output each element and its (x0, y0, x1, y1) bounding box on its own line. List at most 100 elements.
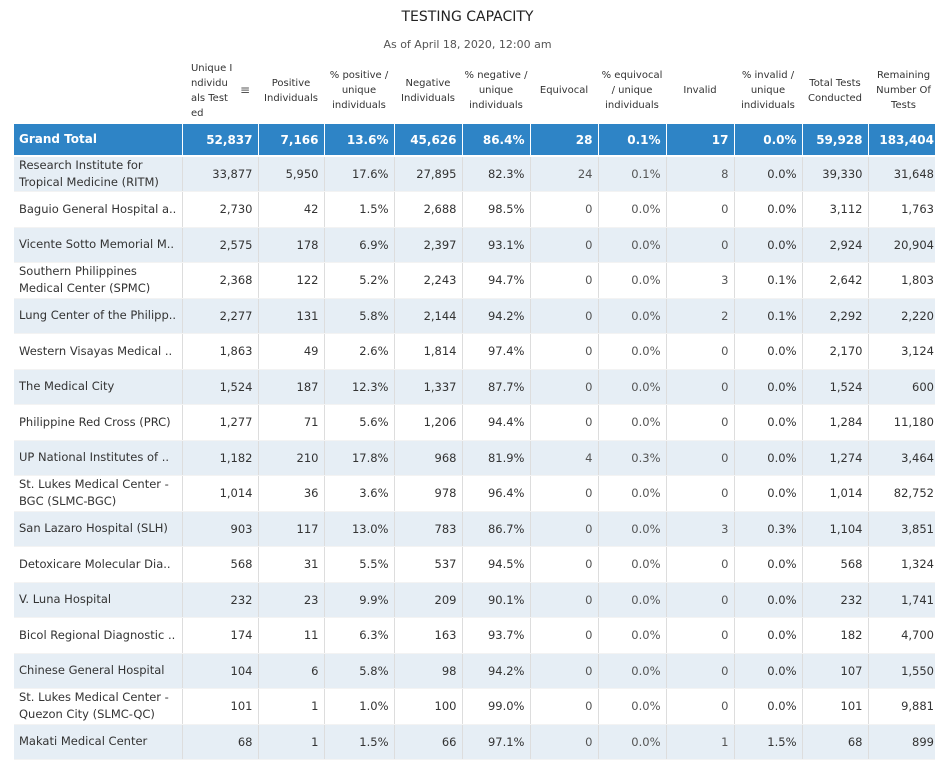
table-row[interactable]: Lung Center of the Philipp.. 2,277 131 5.8%… (14, 298, 935, 334)
pct-negative-cell: 94.7% (461, 262, 530, 299)
table-row[interactable]: San Lazaro Hospital (SLH) 903 117 13.0% 783 8… (14, 511, 935, 547)
facility-name-cell: UP National Institutes of .. (14, 440, 182, 476)
table-row[interactable]: Western Visayas Medical .. 1,863 49 2.6% 1,8… (14, 333, 935, 370)
header-positive-individuals[interactable]: Positive Individuals (264, 77, 318, 104)
grand-total-pct-equivocal-cell: 0.1% (597, 124, 666, 157)
unique-tested-cell: 232 (181, 582, 258, 618)
pct-equivocal-cell: 0.0% (597, 688, 666, 725)
table-row[interactable]: St. Lukes Medical Center - BGC (SLMC-BGC… (14, 475, 935, 512)
invalid-cell: 0 (665, 617, 734, 654)
equivocal-cell: 0 (529, 582, 598, 618)
facility-name-cell: The Medical City (14, 369, 182, 405)
pct-positive-cell: 5.2% (323, 262, 394, 299)
positive-cell: 117 (257, 511, 324, 547)
header-equivocal[interactable]: Equivocal (539, 85, 589, 96)
pct-invalid-cell: 0.1% (733, 298, 802, 334)
invalid-cell: 0 (665, 440, 734, 476)
facility-name-cell: Western Visayas Medical .. (14, 333, 182, 370)
remaining-tests-cell: 1,550 (867, 653, 935, 689)
header-pct-negative[interactable]: % negative / unique individuals (464, 70, 528, 111)
negative-cell: 978 (393, 475, 462, 512)
table-row[interactable]: Detoxicare Molecular Dia.. 568 31 5.5% 537 94… (14, 546, 935, 583)
remaining-tests-cell: 1,324 (867, 546, 935, 583)
pct-positive-cell: 6.3% (323, 617, 394, 654)
invalid-cell: 0 (665, 582, 734, 618)
negative-cell: 537 (393, 546, 462, 583)
pct-invalid-cell: 0.0% (733, 688, 802, 725)
table-row[interactable]: Philippine Red Cross (PRC) 1,277 71 5.6% 1,2… (14, 404, 935, 441)
table-row[interactable]: V. Luna Hospital 232 23 9.9% 209 90.1% 0 0.0% 0 0… (14, 582, 935, 618)
header-negative-individuals[interactable]: Negative Individuals (401, 77, 455, 104)
header-pct-equivocal[interactable]: % equivocal / unique individuals (601, 70, 663, 111)
negative-cell: 783 (393, 511, 462, 547)
negative-cell: 2,397 (393, 227, 462, 263)
table-row[interactable]: Baguio General Hospital a.. 2,730 42 1.5% 2,… (14, 191, 935, 228)
remaining-tests-cell: 2,220 (867, 298, 935, 334)
total-tests-cell: 1,274 (801, 440, 868, 476)
equivocal-cell: 0 (529, 617, 598, 654)
invalid-cell: 8 (665, 156, 734, 192)
pct-negative-cell: 93.1% (461, 227, 530, 263)
facility-name-cell: Lung Center of the Philipp.. (14, 298, 182, 334)
header-remaining-tests[interactable]: Remaining Number Of Tests (876, 70, 931, 111)
total-tests-cell: 1,524 (801, 369, 868, 405)
negative-cell: 1,206 (393, 404, 462, 441)
header-unique-individuals-tested-label: Unique I ndividu als Test ed (190, 62, 233, 119)
pct-invalid-cell: 0.3% (733, 511, 802, 547)
pct-negative-cell: 86.7% (461, 511, 530, 547)
unique-tested-cell: 33,877 (181, 156, 258, 192)
pct-negative-cell: 99.0% (461, 688, 530, 725)
facility-name-cell: Makati Medical Center (14, 724, 182, 760)
pct-positive-cell: 5.8% (323, 298, 394, 334)
pct-equivocal-cell: 0.3% (597, 440, 666, 476)
table-row[interactable]: Southern Philippines Medical Center (SPM… (14, 262, 935, 299)
remaining-tests-cell: 3,464 (867, 440, 935, 476)
total-tests-cell: 2,642 (801, 262, 868, 299)
header-total-tests-conducted[interactable]: Total Tests Conducted (807, 77, 863, 104)
table-row[interactable]: Research Institute for Tropical Medicine… (14, 156, 935, 192)
header-invalid[interactable]: Invalid (683, 85, 717, 96)
sort-descending-icon[interactable]: ≡ (239, 83, 250, 97)
grand-total-pct-invalid-cell: 0.0% (733, 124, 802, 157)
pct-invalid-cell: 0.0% (733, 475, 802, 512)
header-pct-invalid[interactable]: % invalid / unique individuals (741, 70, 795, 111)
total-tests-cell: 182 (801, 617, 868, 654)
grand-total-positive-cell: 7,166 (257, 124, 324, 157)
positive-cell: 131 (257, 298, 324, 334)
pct-equivocal-cell: 0.0% (597, 333, 666, 370)
positive-cell: 178 (257, 227, 324, 263)
pct-positive-cell: 13.0% (323, 511, 394, 547)
pct-positive-cell: 12.3% (323, 369, 394, 405)
total-tests-cell: 101 (801, 688, 868, 725)
positive-cell: 11 (257, 617, 324, 654)
table-row[interactable]: Makati Medical Center 68 1 1.5% 66 97.1% 0 0.0%… (14, 724, 935, 760)
pct-positive-cell: 6.9% (323, 227, 394, 263)
grand-total-total-tests-cell: 59,928 (801, 124, 868, 157)
chart-subtitle: As of April 18, 2020, 12:00 am (383, 38, 552, 51)
equivocal-cell: 0 (529, 298, 598, 334)
table-row[interactable]: UP National Institutes of .. 1,182 210 17.8… (14, 440, 935, 476)
header-unique-individuals-tested[interactable]: Unique I ndividu als Test ed ≡ (182, 57, 258, 124)
pct-negative-cell: 94.2% (461, 653, 530, 689)
table-row[interactable]: St. Lukes Medical Center - Quezon City (… (14, 688, 935, 725)
table-row[interactable]: Bicol Regional Diagnostic .. 174 11 6.3% 163… (14, 617, 935, 654)
invalid-cell: 0 (665, 404, 734, 441)
table-row[interactable]: Vicente Sotto Memorial M.. 2,575 178 6.9% 2,… (14, 227, 935, 263)
testing-capacity-table: Unique I ndividu als Test ed ≡ Positive … (14, 57, 935, 760)
facility-name-cell: Chinese General Hospital (14, 653, 182, 689)
grand-total-remaining-tests-cell: 183,404 (867, 124, 935, 157)
header-pct-positive[interactable]: % positive / unique individuals (329, 70, 389, 111)
facility-name-cell: Southern Philippines Medical Center (SPM… (14, 262, 182, 299)
invalid-cell: 0 (665, 227, 734, 263)
table-row[interactable]: Chinese General Hospital 104 6 5.8% 98 94.2% 0… (14, 653, 935, 689)
pct-negative-cell: 87.7% (461, 369, 530, 405)
equivocal-cell: 0 (529, 191, 598, 228)
total-tests-cell: 107 (801, 653, 868, 689)
negative-cell: 2,144 (393, 298, 462, 334)
invalid-cell: 2 (665, 298, 734, 334)
remaining-tests-cell: 1,741 (867, 582, 935, 618)
table-row[interactable]: The Medical City 1,524 187 12.3% 1,337 87.7% 0… (14, 369, 935, 405)
pct-negative-cell: 98.5% (461, 191, 530, 228)
positive-cell: 71 (257, 404, 324, 441)
grand-total-row[interactable]: Grand Total 52,837 7,166 13.6% 45,626 86.4% 28… (14, 124, 935, 157)
